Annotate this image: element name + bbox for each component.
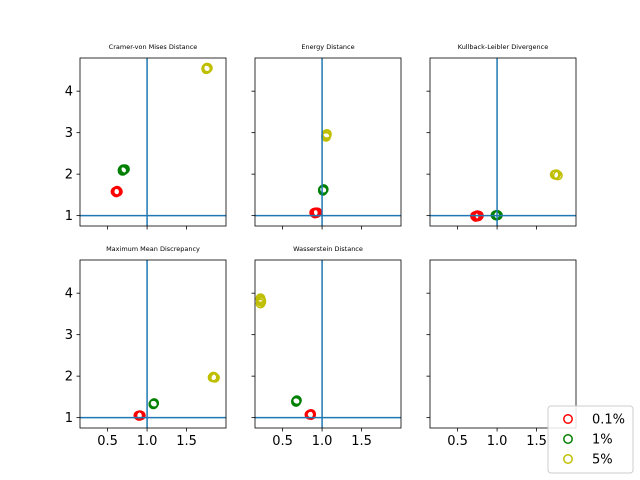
axes-frame [79, 259, 227, 429]
x-tick-label: 1.5 [526, 434, 547, 449]
y-tick-label: 3 [65, 126, 73, 141]
y-tick-label: 2 [65, 370, 73, 385]
x-tick-label: 1.0 [312, 434, 333, 449]
panel-6: 0.5 1.0 1.5 [426, 259, 577, 449]
y-tick-label: 3 [65, 328, 73, 343]
legend-label: 5% [592, 453, 613, 468]
legend-label: 0.1% [592, 413, 625, 428]
panel-5: Wasserstein Distance 0.5 1.0 1.5 [251, 245, 402, 449]
y-tick-label: 1 [65, 411, 73, 426]
axes-frame [79, 57, 227, 227]
panel-title: Wasserstein Distance [293, 245, 363, 253]
x-tick-label: 0.5 [97, 434, 118, 449]
data-point [148, 399, 159, 410]
legend-marker [563, 414, 573, 424]
x-tick-label: 1.5 [176, 434, 197, 449]
data-point [550, 170, 561, 180]
panel-title: Maximum Mean Discrepancy [106, 245, 200, 253]
panel-title: Kullback-Leibler Divergence [458, 43, 548, 51]
panel-4: Maximum Mean Discrepancy 0.5 1.0 1.5 1 2 3 4 [65, 245, 227, 449]
axes-frame [429, 57, 577, 227]
x-tick-label: 1.0 [487, 434, 508, 449]
panel-1: Cramer-von Mises Distance 1 2 3 4 [65, 43, 227, 230]
panel-3: Kullback-Leibler Divergence [426, 43, 577, 230]
legend-marker [563, 434, 573, 444]
panel-2: Energy Distance [251, 43, 402, 230]
axes-frame [429, 259, 577, 429]
x-tick-label: 0.5 [272, 434, 293, 449]
data-point [306, 410, 316, 421]
axes-frame [254, 57, 402, 227]
x-tick-label: 0.5 [447, 434, 468, 449]
data-point [135, 410, 146, 421]
data-point [291, 395, 302, 406]
legend-label: 1% [592, 433, 613, 448]
data-point [318, 184, 329, 195]
legend-marker [563, 454, 573, 464]
x-tick-label: 1.5 [351, 434, 372, 449]
axes-frame [254, 259, 402, 429]
x-tick-label: 1.0 [137, 434, 158, 449]
data-point [208, 371, 219, 382]
data-point [210, 372, 220, 383]
data-point [202, 63, 213, 74]
data-point [112, 185, 123, 196]
data-point [117, 165, 128, 176]
y-tick-label: 4 [65, 287, 73, 302]
legend: 0.1% 1% 5% [547, 405, 634, 474]
y-tick-label: 1 [65, 209, 73, 224]
y-tick-label: 4 [65, 85, 73, 100]
data-point [255, 294, 266, 305]
y-tick-label: 2 [65, 168, 73, 183]
panel-title: Energy Distance [301, 43, 354, 51]
panel-title: Cramer-von Mises Distance [109, 43, 198, 51]
data-point [120, 164, 130, 175]
